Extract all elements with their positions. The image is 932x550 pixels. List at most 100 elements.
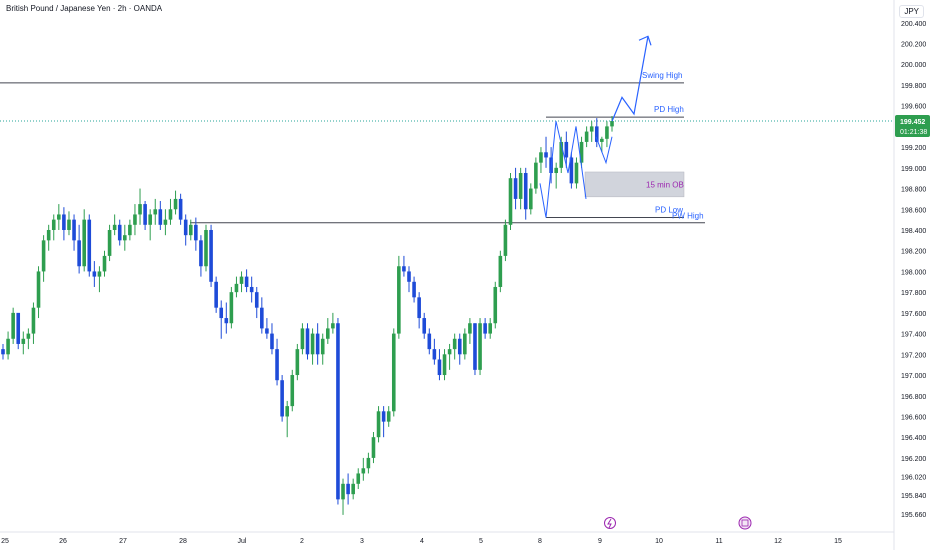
x-tick-label: 3: [360, 538, 364, 545]
candle-body: [473, 323, 477, 370]
candle-body: [447, 349, 452, 355]
candle-body: [290, 375, 295, 407]
y-tick-label: 196.020: [901, 475, 926, 482]
candle-body: [214, 281, 218, 308]
candle-body: [36, 271, 41, 308]
candle-body: [589, 126, 594, 132]
candle-body: [432, 349, 437, 360]
calendar-glyph: [741, 519, 749, 527]
pd-low-label: PD Low: [655, 206, 683, 215]
candle-body: [112, 224, 117, 230]
candle-body: [97, 271, 102, 277]
candle-body: [280, 380, 284, 417]
candle-body: [6, 338, 10, 355]
x-tick-label: 25: [1, 538, 9, 545]
y-tick-label: 198.600: [901, 207, 926, 214]
candle-body: [183, 219, 188, 236]
calendar-event-icon: [738, 516, 752, 530]
candle-body: [26, 333, 31, 339]
y-tick-label: 197.800: [901, 290, 926, 297]
y-tick-label: 199.800: [901, 83, 926, 90]
price-tag-countdown: 01:21:38: [900, 129, 927, 136]
y-tick-label: 196.400: [901, 435, 926, 442]
candle-body: [600, 138, 604, 142]
y-tick-label: 196.200: [901, 456, 926, 463]
candle-body: [351, 483, 355, 495]
candle-body: [483, 323, 487, 334]
candle-body: [508, 178, 513, 225]
candle-body: [143, 204, 147, 225]
candle-body: [437, 359, 442, 376]
candle-body: [468, 323, 472, 334]
candle-body: [300, 328, 305, 350]
candle-body: [117, 224, 122, 241]
x-tick-label: 4: [420, 538, 424, 545]
candle-body: [51, 219, 56, 230]
y-tick-label: 197.200: [901, 352, 926, 359]
y-tick-label: 199.600: [901, 104, 926, 111]
pd-high-label: PD High: [654, 105, 684, 114]
candle-body: [275, 349, 279, 381]
candle-body: [452, 338, 457, 350]
candle-body: [518, 173, 523, 199]
x-tick-label: 28: [179, 538, 187, 545]
candle-body: [427, 333, 432, 350]
candle-body: [412, 281, 416, 298]
candle-body: [285, 406, 289, 417]
y-tick-label: 196.800: [901, 394, 926, 401]
candle-body: [579, 141, 584, 163]
lightning-icon: [604, 517, 616, 529]
y-tick-label: 195.660: [901, 512, 926, 519]
price-tag-value: 199.452: [900, 119, 925, 126]
candle-body: [194, 224, 198, 241]
candle-body: [62, 214, 66, 230]
candle-body: [260, 307, 264, 329]
candle-body: [158, 209, 163, 225]
candle-body: [270, 333, 274, 350]
candle-body: [336, 323, 340, 500]
candle-body: [554, 167, 558, 174]
candle-body: [539, 152, 543, 163]
y-tick-label: 197.000: [901, 373, 926, 380]
y-tick-label: 200.400: [901, 21, 926, 28]
x-tick-label: Jul: [238, 538, 247, 545]
candle-body: [366, 457, 371, 469]
candle-body: [234, 283, 239, 293]
candle-body: [386, 411, 391, 422]
candle-body: [123, 235, 127, 241]
swing-zigzag-drawing-2: [595, 136, 613, 165]
candle-body: [244, 276, 249, 287]
candle-body: [77, 240, 81, 267]
candle-body: [188, 224, 193, 236]
candle-body: [102, 255, 107, 272]
candle-body: [199, 240, 203, 267]
order-block-label: 15 min OB: [646, 180, 684, 189]
candle-body: [87, 219, 92, 272]
candle-body: [57, 214, 61, 220]
candle-body: [356, 473, 361, 484]
x-tick-label: 10: [655, 538, 663, 545]
candle-body: [163, 219, 168, 225]
candle-body: [346, 483, 350, 495]
y-tick-label: 198.200: [901, 249, 926, 256]
candle-body: [21, 338, 26, 344]
x-tick-label: 5: [479, 538, 483, 545]
candle-body: [1, 349, 5, 355]
candle-body: [204, 229, 208, 267]
candle-body: [442, 354, 447, 376]
pw-high-label: PW High: [672, 212, 704, 221]
y-tick-label: 198.000: [901, 269, 926, 276]
candle-body: [249, 286, 254, 293]
candle-body: [574, 162, 579, 184]
x-tick-label: 26: [59, 538, 67, 545]
x-tick-label: 27: [119, 538, 127, 545]
candle-body: [457, 338, 462, 355]
candle-body: [133, 214, 137, 225]
candle-body: [534, 162, 538, 189]
currency-unit-label[interactable]: JPY: [899, 5, 924, 18]
swing-high-label: Swing High: [642, 71, 682, 80]
candle-body: [168, 209, 173, 220]
candle-body: [173, 198, 178, 210]
candle-body: [295, 349, 300, 376]
